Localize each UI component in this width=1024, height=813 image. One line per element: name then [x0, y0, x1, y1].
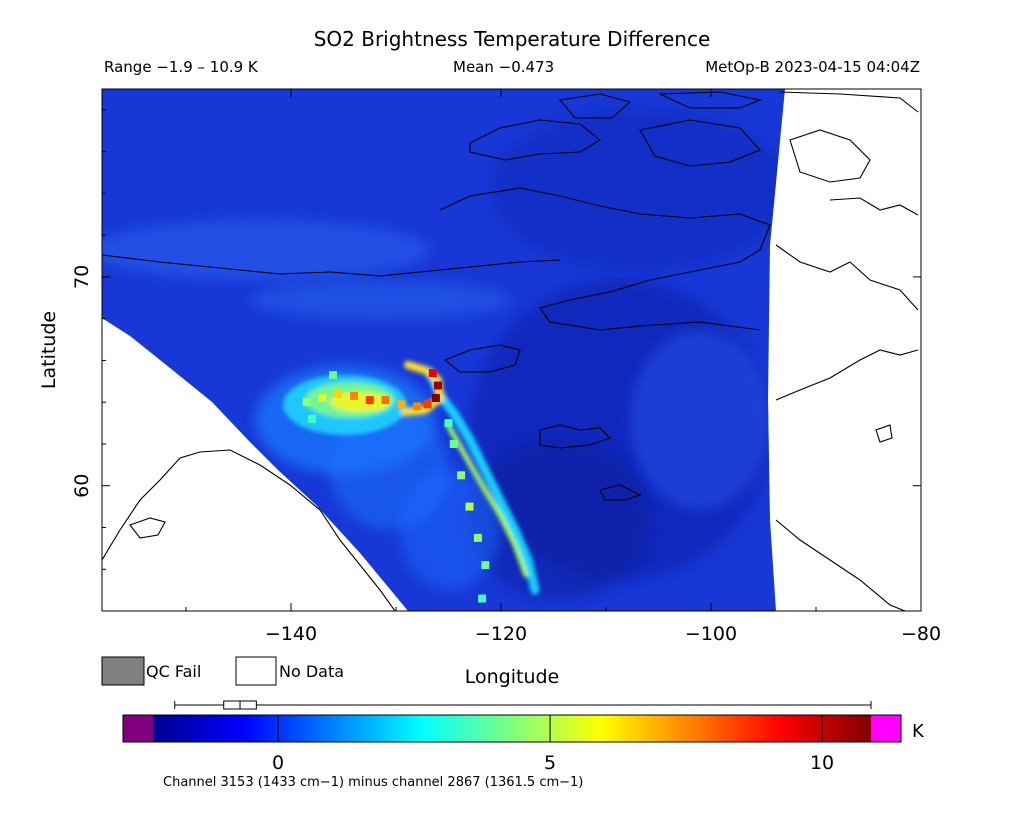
colorbar-tick-label: 0: [272, 752, 284, 774]
colorbar-over: [871, 715, 901, 742]
x-tick-label: −140: [265, 623, 317, 645]
plume-point-7: [365, 396, 374, 405]
colorbar-unit: K: [912, 721, 925, 742]
plume-point-4: [413, 402, 421, 411]
legend-qc-fail-label: QC Fail: [146, 662, 201, 681]
channel-note: Channel 3153 (1433 cm−1) minus channel 2…: [163, 775, 583, 790]
data-swath: [102, 89, 785, 611]
plume-point-9: [334, 389, 343, 398]
legend-no-data: No Data: [235, 656, 344, 686]
x-axis-label: Longitude: [465, 666, 560, 688]
value-boxplot: [174, 700, 872, 710]
plume-point-0: [428, 369, 437, 377]
plume-point-2: [431, 394, 440, 402]
colorbar: 0 5 10 K: [122, 714, 925, 774]
chart-title: SO2 Brightness Temperature Difference: [314, 27, 711, 51]
map-plot-area: [102, 89, 921, 611]
x-axis-ticks: −140 −120 −100 −80: [185, 89, 941, 645]
y-axis-ticks: 60 70: [71, 109, 921, 570]
legend-no-data-swatch: [235, 656, 277, 686]
plume-point-15: [449, 440, 458, 448]
x-tick-label: −100: [685, 623, 737, 645]
mean-label: Mean −0.473: [453, 58, 554, 76]
plume-point-8: [350, 391, 358, 400]
legend-qc-fail-swatch: [101, 656, 145, 686]
plume-point-16: [457, 471, 466, 480]
colorbar-gradient: [153, 715, 871, 742]
range-label: Range −1.9 – 10.9 K: [104, 58, 259, 76]
plume-point-14: [444, 419, 453, 428]
plot-frame: [101, 88, 922, 612]
plume-point-6: [381, 396, 390, 405]
plume-point-3: [423, 400, 432, 409]
plume-point-18: [473, 533, 482, 542]
plume-point-10: [318, 394, 327, 402]
plume-point-11: [302, 398, 311, 407]
colorbar-tick-label: 10: [810, 752, 834, 774]
colorbar-tick-label: 5: [544, 752, 556, 774]
legend-qc-fail: QC Fail: [101, 656, 201, 686]
plume-point-19: [481, 561, 490, 570]
plume-point-12: [329, 371, 337, 380]
y-tick-label: 70: [71, 265, 93, 289]
plume-point-1: [434, 381, 442, 390]
plume-point-13: [308, 414, 316, 423]
x-tick-label: −80: [901, 623, 941, 645]
so2-plume-points: [302, 369, 490, 603]
coastline-outlines: [102, 91, 919, 611]
x-tick-label: −120: [475, 623, 527, 645]
plume-point-5: [397, 400, 406, 409]
satellite-time-label: MetOp-B 2023-04-15 04:04Z: [705, 58, 920, 76]
y-tick-label: 60: [71, 474, 93, 498]
plume-point-20: [478, 594, 487, 603]
colorbar-under: [123, 715, 153, 742]
plume-point-17: [465, 502, 474, 511]
legend-no-data-label: No Data: [279, 662, 344, 681]
y-axis-label: Latitude: [38, 311, 60, 389]
